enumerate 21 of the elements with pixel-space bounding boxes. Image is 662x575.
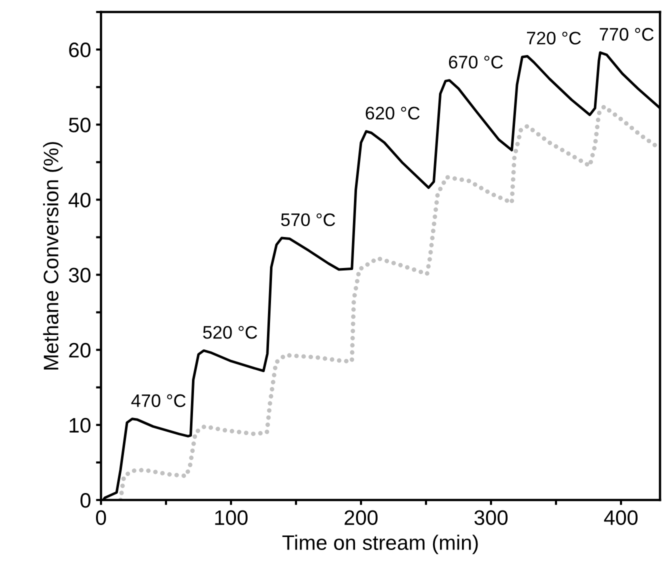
x-tick-label: 200 — [344, 510, 378, 526]
annotation: 770 °C — [600, 28, 654, 41]
annotation: 520 °C — [203, 326, 258, 339]
y-tick-label: 30 — [68, 268, 90, 283]
annotation: 720 °C — [527, 32, 581, 44]
x-tick-label: 100 — [215, 510, 248, 526]
x-tick-label: 300 — [474, 510, 508, 526]
annotation: 470 °C — [131, 394, 186, 408]
y-tick-label: 20 — [69, 342, 90, 358]
annotation: 570 °C — [281, 213, 336, 226]
y-tick-label: 0 — [80, 493, 90, 508]
annotation: 670 °C — [449, 56, 503, 68]
y-tick-label: 50 — [68, 118, 90, 132]
y-tick-label: 60 — [69, 42, 90, 58]
annotation: 620 °C — [366, 106, 420, 120]
y-tick-label: 10 — [70, 418, 90, 433]
y-tick-label: 40 — [68, 192, 90, 208]
y-axis-title: Methane Conversion (%) — [43, 142, 63, 370]
x-axis-title: Time on stream (min) — [282, 534, 478, 554]
x-tick-label: 400 — [604, 510, 638, 526]
x-tick-label: 0 — [96, 510, 106, 526]
